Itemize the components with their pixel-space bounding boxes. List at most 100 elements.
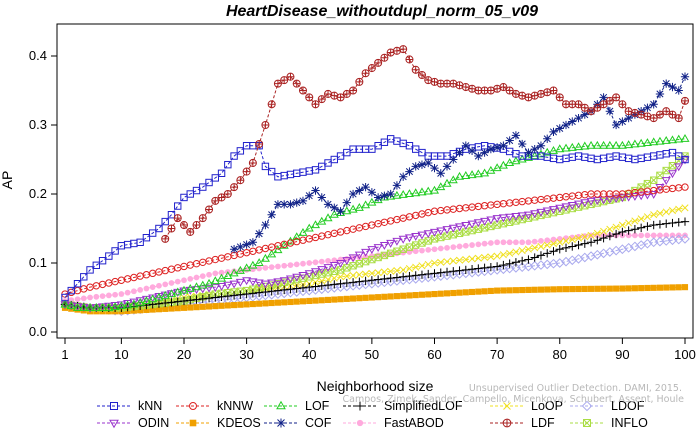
data-point-loop — [330, 274, 338, 282]
data-point-fastabod — [199, 273, 206, 279]
data-point-odin — [267, 279, 277, 288]
data-point-simplifiedlof — [317, 281, 326, 290]
legend-marker-kdeos — [189, 419, 197, 427]
data-point-ldf — [198, 214, 207, 223]
data-point-simplifiedlof — [662, 219, 671, 228]
data-point-loop — [518, 247, 526, 255]
legend-marker-fastabod — [356, 419, 364, 427]
data-point-kdeos — [500, 287, 507, 294]
x-axis: 1 10 20 30 40 50 60 70 80 90 100 — [61, 338, 696, 362]
data-point-simplifiedlof — [367, 276, 377, 285]
x-axis-label: Neighborhood size — [317, 378, 434, 394]
data-point-kdeos — [375, 294, 382, 301]
data-point-kdeos — [318, 297, 325, 304]
data-point-kdeos — [425, 291, 432, 298]
data-point-kdeos — [249, 300, 256, 308]
data-point-kdeos — [569, 286, 576, 293]
data-point-simplifiedlof — [386, 274, 395, 283]
data-point-ldf — [593, 103, 602, 112]
data-point-knn — [681, 155, 689, 164]
data-point-cof — [599, 93, 608, 102]
data-point-knn — [98, 257, 107, 265]
data-point-kdeos — [168, 305, 175, 312]
data-point-kdeos — [356, 295, 363, 302]
data-point-cof — [236, 242, 245, 252]
data-point-cof — [305, 191, 314, 200]
data-point-kdeos — [312, 297, 319, 304]
data-point-lof — [561, 143, 571, 152]
data-point-kdeos — [638, 285, 645, 292]
data-point-inflo — [418, 239, 426, 247]
x-tick-label: 90 — [615, 347, 629, 362]
data-point-lof — [523, 152, 533, 161]
data-point-fastabod — [187, 275, 194, 282]
data-point-fastabod — [444, 244, 450, 251]
watermark-authors: Campos, Zimek, Sander, Campello, Micenko… — [343, 394, 685, 405]
data-point-kdeos — [174, 305, 181, 312]
legend-label-kdeos: KDEOS — [217, 416, 261, 430]
data-point-fastabod — [293, 261, 300, 268]
data-point-loop — [574, 234, 583, 242]
data-point-cof — [605, 107, 615, 116]
data-point-kdeos — [243, 301, 250, 308]
data-point-cof — [342, 198, 351, 207]
data-point-loop — [374, 269, 382, 277]
data-point-ldf — [599, 100, 608, 109]
data-point-kdeos — [262, 300, 269, 307]
data-point-kdeos — [487, 287, 494, 295]
data-point-cof — [680, 72, 690, 81]
data-point-lof — [655, 136, 665, 145]
data-point-odin — [486, 216, 496, 225]
data-point-ldf — [674, 114, 683, 123]
data-point-lof — [273, 245, 283, 254]
data-point-ldf — [223, 189, 232, 199]
data-point-lof — [473, 169, 483, 178]
data-point-loop — [462, 255, 470, 264]
data-point-simplifiedlof — [223, 291, 232, 301]
data-point-odin — [379, 242, 389, 250]
data-point-fastabod — [419, 247, 425, 254]
data-point-lof — [267, 249, 277, 258]
data-point-simplifiedlof — [417, 270, 427, 279]
data-point-loop — [549, 240, 558, 248]
data-point-simplifiedlof — [630, 225, 640, 234]
data-point-fastabod — [544, 237, 551, 244]
data-point-simplifiedlof — [618, 227, 627, 237]
data-point-odin — [304, 270, 314, 279]
legend-item-knn: kNN — [97, 399, 162, 413]
data-point-inflo — [349, 262, 357, 270]
data-point-lof — [442, 178, 452, 187]
data-point-simplifiedlof — [580, 239, 589, 248]
data-point-lof — [642, 138, 652, 146]
data-point-odin — [505, 213, 515, 222]
data-point-odin — [273, 278, 283, 287]
data-point-ldf — [612, 93, 621, 102]
data-point-loop — [405, 264, 413, 273]
data-point-knn — [86, 266, 94, 274]
data-point-simplifiedlof — [229, 291, 239, 300]
data-point-lof — [667, 135, 678, 144]
data-point-loop — [524, 245, 532, 253]
data-point-knn — [211, 174, 220, 182]
data-point-odin — [336, 259, 346, 268]
data-point-cof — [561, 120, 571, 130]
data-point-simplifiedlof — [511, 258, 521, 267]
watermark-citation: Unsupervised Outlier Detection. DAMI, 20… — [469, 383, 682, 394]
data-point-lof — [398, 190, 408, 198]
data-point-kdeos — [281, 299, 288, 306]
data-point-odin — [548, 206, 559, 215]
series-lof — [60, 133, 690, 311]
data-point-simplifiedlof — [411, 271, 420, 280]
data-point-odin — [185, 286, 195, 295]
data-point-cof — [336, 207, 345, 216]
data-point-lof — [329, 209, 339, 218]
data-point-loop — [499, 251, 507, 259]
data-point-loop — [437, 258, 445, 266]
data-point-lof — [223, 271, 233, 279]
data-point-fastabod — [143, 285, 150, 292]
data-point-fastabod — [550, 236, 557, 243]
data-point-cof — [330, 203, 339, 212]
data-point-odin — [292, 273, 302, 282]
data-point-odin — [229, 280, 239, 289]
data-point-simplifiedlof — [449, 267, 458, 276]
